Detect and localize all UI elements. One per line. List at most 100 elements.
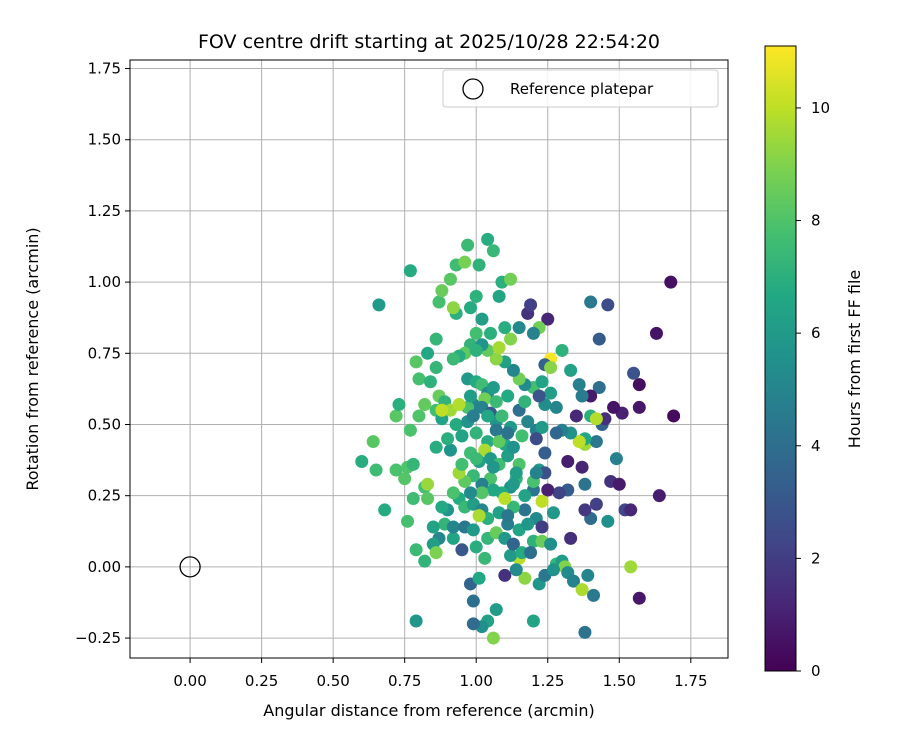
data-point (481, 232, 495, 246)
reference-platepar-marker (179, 556, 201, 578)
x-tick-label: 1.75 (674, 672, 707, 690)
data-point (489, 423, 503, 437)
x-tick-label: 0.25 (245, 672, 278, 690)
data-point (463, 486, 477, 500)
data-point (535, 494, 549, 508)
colorbar-tick-label: 4 (811, 437, 821, 455)
x-tick-label: 1.25 (531, 672, 564, 690)
data-point (518, 503, 532, 517)
data-point (441, 432, 455, 446)
data-point (544, 361, 558, 375)
data-point (435, 403, 449, 417)
y-tick-label: 1.50 (88, 131, 121, 149)
data-point (501, 389, 515, 403)
data-point (486, 380, 500, 394)
data-point (538, 446, 552, 460)
data-point (392, 398, 406, 412)
data-point (463, 301, 477, 315)
data-point (429, 440, 443, 454)
colorbar-label: Hours from first FF file (845, 270, 864, 449)
data-point (429, 361, 443, 375)
data-point (578, 625, 592, 639)
data-point (581, 568, 595, 582)
data-points (355, 232, 681, 645)
data-point (443, 443, 457, 457)
data-point (429, 332, 443, 346)
data-point (435, 500, 449, 514)
data-point (489, 352, 503, 366)
data-point (506, 477, 520, 491)
data-point (469, 289, 483, 303)
data-point (578, 503, 592, 517)
y-tick-label: 0.50 (88, 415, 121, 433)
data-point (406, 492, 420, 506)
data-point (455, 429, 469, 443)
data-point (478, 551, 492, 565)
data-point (504, 272, 518, 286)
x-axis-label: Angular distance from reference (arcmin) (263, 701, 594, 720)
data-point (569, 409, 583, 423)
data-point (432, 295, 446, 309)
data-point (589, 497, 603, 511)
data-point (509, 563, 523, 577)
data-point (378, 503, 392, 517)
data-point (472, 571, 486, 585)
data-point (529, 432, 543, 446)
y-tick-label: 1.75 (88, 60, 121, 78)
data-point (589, 412, 603, 426)
data-point (544, 386, 558, 400)
data-point (632, 591, 646, 605)
data-point (435, 284, 449, 298)
data-point (592, 332, 606, 346)
data-point (624, 560, 638, 574)
y-tick-label: 1.00 (88, 273, 121, 291)
data-point (572, 378, 586, 392)
data-point (506, 537, 520, 551)
data-point (632, 378, 646, 392)
x-axis-ticks: 0.00 0.25 0.50 0.75 1.00 1.25 1.50 1.75 (173, 658, 708, 690)
data-point (421, 477, 435, 491)
data-point (549, 400, 563, 414)
data-point (627, 366, 641, 380)
data-point (443, 272, 457, 286)
data-point (649, 326, 663, 340)
data-point (486, 244, 500, 258)
data-point (509, 466, 523, 480)
data-point (561, 455, 575, 469)
data-point (461, 238, 475, 252)
colorbar: 0 2 4 6 8 10 Hours from first FF file (764, 45, 864, 680)
data-point (541, 312, 555, 326)
data-point (535, 520, 549, 534)
data-point (466, 617, 480, 631)
y-axis-label: Rotation from reference (arcmin) (23, 227, 42, 490)
y-tick-label: 0.25 (88, 487, 121, 505)
data-point (466, 523, 480, 537)
y-tick-label: 1.25 (88, 202, 121, 220)
data-point (564, 531, 578, 545)
data-point (501, 426, 515, 440)
data-point (518, 395, 532, 409)
legend-box (442, 69, 719, 108)
data-point (546, 563, 560, 577)
data-point (504, 332, 518, 346)
colorbar-tick-label: 8 (811, 212, 821, 230)
data-point (546, 506, 560, 520)
data-point (521, 517, 535, 531)
data-point (401, 514, 415, 528)
data-point (572, 435, 586, 449)
data-point (515, 429, 529, 443)
plot-frame (129, 59, 729, 659)
data-point (504, 548, 518, 562)
data-point (366, 435, 380, 449)
data-point (575, 460, 589, 474)
data-point (455, 457, 469, 471)
data-point (446, 531, 460, 545)
data-point (406, 457, 420, 471)
data-point (541, 483, 555, 497)
colorbar-tick-label: 6 (811, 324, 821, 342)
data-point (403, 423, 417, 437)
data-point (601, 298, 615, 312)
legend: Reference platepar (442, 69, 719, 108)
data-point (463, 389, 477, 403)
